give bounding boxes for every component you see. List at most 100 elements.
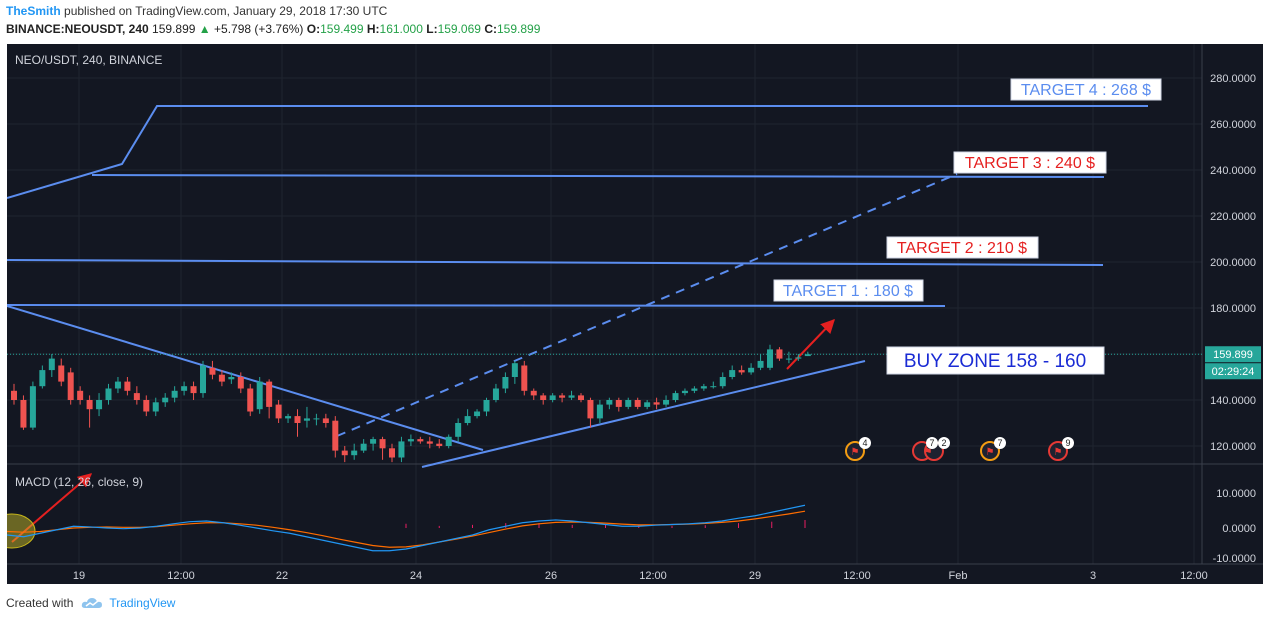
- candle-body: [700, 386, 707, 389]
- target-4-label[interactable]: TARGET 4 : 268 $: [1010, 78, 1162, 101]
- rising-trendline[interactable]: [421, 360, 866, 468]
- candle-body: [559, 395, 566, 398]
- candle-body: [464, 416, 471, 423]
- footer: Created with TradingView: [6, 596, 175, 610]
- event-count: 9: [1065, 438, 1070, 448]
- candle-body: [596, 404, 603, 419]
- candle-body: [209, 367, 216, 375]
- candle-body: [398, 441, 405, 458]
- event-markers[interactable]: ⚑ 4 ⚑ 7 2 ⚑ 7 ⚑ 9: [845, 437, 1074, 461]
- target-1-label[interactable]: TARGET 1 : 180 $: [773, 279, 924, 302]
- candle-body: [492, 388, 499, 400]
- buy-zone-text: BUY ZONE 158 - 160: [904, 351, 1086, 372]
- candle-body: [237, 377, 244, 389]
- macd-label: MACD (12, 26, close, 9): [15, 475, 143, 489]
- target-1-line[interactable]: [6, 304, 946, 307]
- candle-body: [729, 370, 736, 377]
- candle-body: [162, 397, 169, 403]
- candle-body: [804, 354, 811, 357]
- candle-body: [389, 448, 395, 458]
- candle-body: [634, 400, 641, 407]
- macd-tick-label: 10.0000: [1216, 488, 1256, 500]
- projection-dashed-line[interactable]: [336, 173, 958, 437]
- candle-body: [48, 358, 55, 371]
- candle-body: [39, 370, 46, 387]
- target-4-box: [1010, 78, 1162, 101]
- price-tick-label: 260.0000: [1210, 119, 1256, 131]
- event-marker[interactable]: ⚑ 7 2: [912, 437, 950, 461]
- target-1-text: TARGET 1 : 180 $: [783, 283, 913, 300]
- price-tick-label: 200.0000: [1210, 257, 1256, 269]
- candle-body: [521, 365, 528, 391]
- candle-body: [303, 418, 310, 421]
- candle-body: [748, 367, 755, 373]
- candle-body: [133, 393, 140, 400]
- price-tick-label: 140.0000: [1210, 395, 1256, 407]
- macd-pane[interactable]: [6, 504, 806, 552]
- target-4-line[interactable]: [6, 105, 1148, 199]
- event-marker[interactable]: ⚑ 4: [845, 437, 871, 461]
- time-axis-labels: 19 12:00 22 24 26 12:00 29 12:00 Feb 3 12:00: [73, 570, 1208, 582]
- price-axis[interactable]: [1202, 44, 1263, 584]
- author-link[interactable]: TheSmith: [6, 4, 61, 18]
- event-count: 7: [929, 438, 934, 448]
- target-2-label[interactable]: TARGET 2 : 210 $: [886, 236, 1039, 259]
- candle-body: [124, 381, 131, 391]
- price-tick-label: 220.0000: [1210, 211, 1256, 223]
- tradingview-link[interactable]: TradingView: [81, 596, 175, 610]
- candle-body: [767, 349, 773, 368]
- price-chart[interactable]: 280.0000260.0000240.0000220.0000200.0000…: [0, 44, 1263, 584]
- up-arrow-main[interactable]: [786, 318, 835, 370]
- candle-body: [351, 450, 358, 456]
- flag-icon: ⚑: [1054, 447, 1063, 458]
- candle-body: [58, 365, 65, 382]
- tradingview-cloud-icon: [82, 598, 103, 608]
- last-price-badge: [1205, 346, 1261, 363]
- buy-zone-label[interactable]: BUY ZONE 158 - 160: [886, 346, 1105, 375]
- buy-zone-box: [886, 346, 1105, 375]
- candle-body: [549, 395, 556, 400]
- candle-body: [502, 377, 509, 389]
- candle-body: [738, 370, 745, 373]
- drawings[interactable]: [0, 105, 1148, 549]
- candle-body: [691, 388, 698, 391]
- candle-body: [672, 393, 679, 400]
- event-count: 4: [862, 438, 867, 448]
- macd-tick-label: -10.0000: [1213, 553, 1256, 565]
- open-value: 159.499: [320, 22, 364, 36]
- candle-body: [417, 439, 424, 442]
- close-value: 159.899: [496, 22, 541, 36]
- candle-body: [606, 400, 613, 405]
- candle-body: [152, 402, 159, 412]
- chart-area[interactable]: 280.0000 260.0000 240.0000 220.0000 200.0000…: [0, 44, 1263, 584]
- candle-body: [294, 416, 301, 423]
- candle-body: [776, 349, 783, 359]
- event-marker[interactable]: ⚑ 9: [1048, 437, 1074, 461]
- target-3-label[interactable]: TARGET 3 : 240 $: [953, 151, 1107, 174]
- candle-body: [67, 372, 74, 400]
- candle-body: [114, 381, 121, 389]
- chart-title: NEO/USDT, 240, BINANCE: [15, 53, 162, 67]
- time-tick-label: 12:00: [1180, 570, 1208, 582]
- candle-body: [143, 400, 150, 412]
- falling-trendline[interactable]: [6, 305, 484, 451]
- candle-body: [171, 390, 178, 398]
- time-tick-label: 29: [749, 570, 761, 582]
- candle-body: [181, 386, 188, 391]
- target-2-line[interactable]: [6, 259, 1104, 266]
- event-count: 7: [997, 438, 1002, 448]
- low-label: L:: [426, 22, 438, 36]
- candle-body: [285, 416, 292, 419]
- candle-body: [247, 388, 254, 412]
- candle-body: [785, 358, 792, 360]
- candle-body: [11, 390, 17, 400]
- event-marker[interactable]: ⚑ 7: [980, 437, 1006, 461]
- up-arrow-macd[interactable]: [11, 473, 93, 543]
- tradingview-brand: TradingView: [109, 596, 176, 610]
- candle-body: [719, 377, 726, 387]
- macd-cross-highlight[interactable]: [0, 513, 36, 549]
- target-3-line[interactable]: [91, 174, 1105, 178]
- macd-axis-labels: 10.0000 0.0000 -10.0000: [1213, 488, 1256, 565]
- candle-body: [540, 395, 547, 400]
- candles[interactable]: [11, 344, 811, 463]
